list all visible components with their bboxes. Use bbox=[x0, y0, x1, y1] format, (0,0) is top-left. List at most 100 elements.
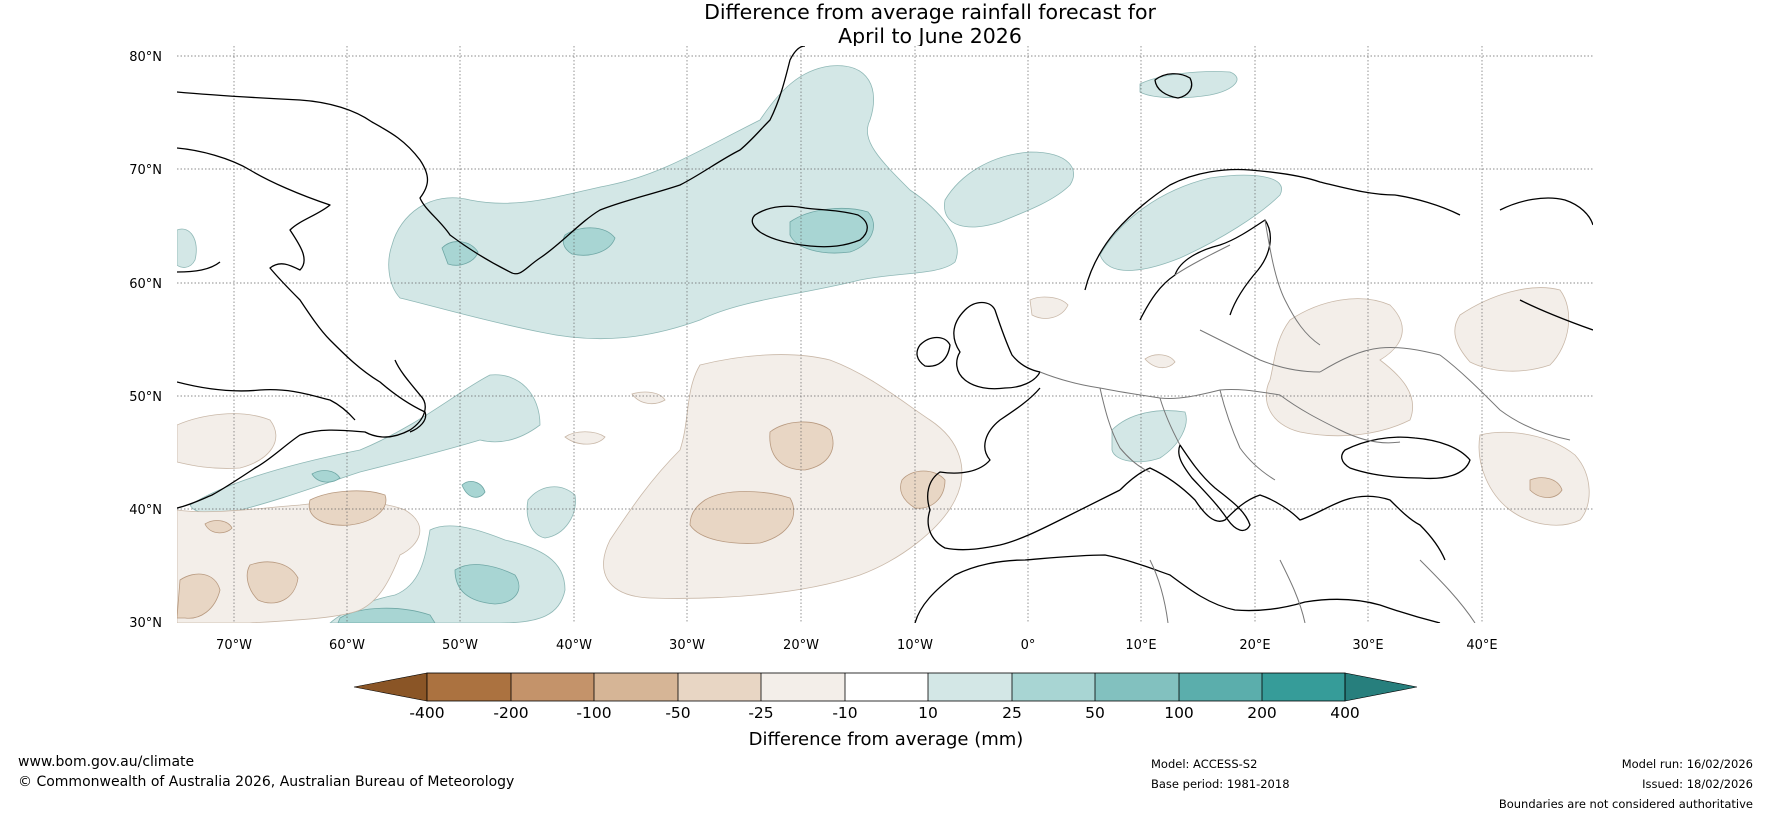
border-6 bbox=[1199, 329, 1321, 373]
border-8 bbox=[1264, 219, 1321, 346]
border-4 bbox=[1219, 389, 1276, 481]
wet-anomaly-small-1 bbox=[526, 486, 576, 539]
graticule bbox=[177, 46, 1593, 623]
colorbar-tick: -100 bbox=[576, 704, 611, 722]
border-11 bbox=[1149, 559, 1476, 623]
colorbar-swatch bbox=[1262, 673, 1345, 701]
border-3 bbox=[1159, 397, 1181, 446]
wet-anomaly-norwegian-sea bbox=[944, 151, 1074, 228]
coastlines bbox=[177, 46, 1593, 623]
dry-anomaly-small-sw bbox=[204, 520, 233, 534]
dry-anomaly-russia bbox=[1454, 287, 1570, 372]
lon-label-20e: 20°E bbox=[1239, 638, 1270, 653]
dry-anomaly-west-core-2 bbox=[246, 561, 299, 604]
footer-issued: Issued: 18/02/2026 bbox=[1642, 777, 1753, 791]
colorbar-tick: 25 bbox=[1002, 704, 1022, 722]
colorbar-tick: -10 bbox=[832, 704, 857, 722]
border-9 bbox=[1174, 244, 1231, 276]
colorbar: -400 -200 -100 -50 -25 -10 10 25 50 100 … bbox=[353, 672, 1418, 750]
colorbar-extend-high bbox=[1344, 672, 1418, 702]
border-2 bbox=[1099, 387, 1151, 473]
labrador-newfoundland-coast bbox=[177, 261, 426, 509]
colorbar-outline bbox=[426, 672, 1346, 702]
lon-label-40e: 40°E bbox=[1466, 638, 1497, 653]
dry-anomaly-core-south bbox=[689, 491, 795, 544]
wet-anomaly-small-3 bbox=[461, 481, 486, 498]
footer-model: Model: ACCESS-S2 bbox=[1151, 757, 1258, 771]
lat-label-50: 50°N bbox=[129, 390, 162, 405]
colorbar-tick: 50 bbox=[1085, 704, 1105, 722]
colorbar-tick: 10 bbox=[918, 704, 938, 722]
dry-anomaly-core-north bbox=[769, 421, 834, 471]
colorbar-tick: -400 bbox=[409, 704, 444, 722]
lon-label-40w: 40°W bbox=[556, 638, 592, 653]
chart-title: Difference from average rainfall forecas… bbox=[600, 0, 1260, 48]
colorbar-swatch bbox=[845, 673, 928, 701]
lat-label-70: 70°N bbox=[129, 163, 162, 178]
colorbar-tick: -200 bbox=[493, 704, 528, 722]
dry-anomaly-western bbox=[177, 501, 421, 623]
wet-anomaly-greenland-se bbox=[562, 227, 616, 256]
country-borders bbox=[1039, 219, 1571, 623]
dry-anomaly-central-atlantic bbox=[603, 354, 963, 599]
lon-label-20w: 20°W bbox=[783, 638, 819, 653]
dry-anomaly-iberia-west bbox=[1144, 354, 1176, 369]
wet-anomaly-western-atlantic bbox=[189, 374, 541, 514]
lon-label-30e: 30°E bbox=[1352, 638, 1383, 653]
lon-label-50w: 50°W bbox=[442, 638, 478, 653]
canada-north-coast bbox=[177, 381, 356, 421]
lat-label-60: 60°N bbox=[129, 277, 162, 292]
colorbar-extend-low bbox=[353, 672, 428, 702]
dry-anomaly-small-c bbox=[631, 391, 666, 405]
colorbar-tick: 200 bbox=[1247, 704, 1277, 722]
rainfall-anomaly-layer bbox=[177, 65, 1590, 623]
norway-coast bbox=[1084, 168, 1461, 291]
lon-label-10e: 10°E bbox=[1125, 638, 1156, 653]
wet-anomaly-alps bbox=[1111, 410, 1187, 463]
wet-anomaly-small-2 bbox=[311, 470, 341, 483]
iceland-coast bbox=[751, 205, 868, 248]
wet-anomaly-labrador bbox=[177, 228, 197, 268]
sweden-finland-coast bbox=[1139, 219, 1271, 321]
colorbar-swatch bbox=[761, 673, 845, 701]
lon-label-60w: 60°W bbox=[329, 638, 365, 653]
lon-label-10w: 10°W bbox=[897, 638, 933, 653]
british-isles-coast bbox=[916, 301, 1041, 390]
colorbar-tick: 100 bbox=[1164, 704, 1194, 722]
colorbar-swatch bbox=[511, 673, 594, 701]
dry-anomaly-sw-core bbox=[177, 573, 221, 619]
colorbar-swatch bbox=[1095, 673, 1179, 701]
colorbar-tick-labels: -400 -200 -100 -50 -25 -10 10 25 50 100 … bbox=[409, 704, 1359, 722]
baffin-coast bbox=[177, 147, 427, 433]
footer-base-period: Base period: 1981-2018 bbox=[1151, 777, 1290, 791]
wet-anomaly-subtropical-core bbox=[454, 564, 520, 605]
border-7 bbox=[1319, 347, 1441, 373]
footer-model-run: Model run: 16/02/2026 bbox=[1621, 757, 1753, 771]
dry-anomaly-eastern-europe bbox=[1265, 298, 1413, 437]
border-10 bbox=[1439, 354, 1571, 441]
border-5 bbox=[1279, 394, 1401, 444]
wet-anomaly-north-atlantic bbox=[388, 65, 958, 340]
dry-anomaly-small-n bbox=[1029, 296, 1069, 319]
lon-label-70w: 70°W bbox=[216, 638, 252, 653]
colorbar-swatch bbox=[1012, 673, 1095, 701]
lat-label-40: 40°N bbox=[129, 503, 162, 518]
north-africa-coast bbox=[914, 554, 1441, 623]
colorbar-tick: -25 bbox=[748, 704, 773, 722]
lat-label-80: 80°N bbox=[129, 50, 162, 65]
colorbar-swatch bbox=[928, 673, 1012, 701]
longitude-labels: 70°W 60°W 50°W 40°W 30°W 20°W 10°W 0° 10… bbox=[216, 638, 1498, 653]
footer-copyright: © Commonwealth of Australia 2026, Austra… bbox=[18, 774, 515, 790]
dry-anomaly-western-core bbox=[308, 490, 387, 526]
latitude-labels: 80°N 70°N 60°N 50°N 40°N 30°N bbox=[129, 50, 162, 631]
dry-anomaly-nova-scotia bbox=[177, 413, 277, 469]
black-sea-coast bbox=[1341, 436, 1471, 480]
title-line-1: Difference from average rainfall forecas… bbox=[704, 0, 1156, 24]
dry-anomaly-small-mid bbox=[564, 431, 606, 445]
italy-coast bbox=[1178, 444, 1251, 532]
dry-anomaly-iberia-coast bbox=[900, 470, 946, 509]
colorbar-swatch bbox=[678, 673, 761, 701]
colorbar-title: Difference from average (mm) bbox=[749, 729, 1024, 750]
lon-label-30w: 30°W bbox=[669, 638, 705, 653]
